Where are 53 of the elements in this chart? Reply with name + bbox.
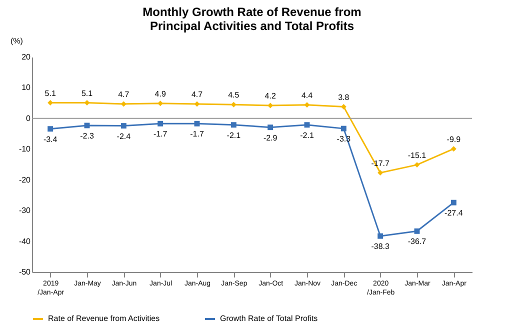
data-label: 5.1: [44, 88, 56, 98]
point: [230, 122, 236, 128]
data-label: -3.4: [43, 134, 58, 144]
point: [450, 200, 456, 206]
data-label: -1.7: [153, 130, 168, 139]
data-label: 5.1: [81, 88, 94, 98]
data-label: 4.2: [264, 92, 276, 101]
y-tick-label: -30: [18, 206, 32, 216]
y-tick-label: -40: [18, 236, 32, 246]
data-label: -2.4: [116, 132, 132, 141]
data-label: 4.7: [191, 90, 204, 99]
legend-label: Rate of Revenue from Activities: [48, 314, 160, 323]
data-label: 4.9: [154, 89, 166, 98]
y-tick-label: -20: [18, 175, 32, 184]
chart-title: Monthly Growth Rate of Revenue from Principal Activities and Total Profits: [142, 5, 362, 33]
data-label: 4.5: [228, 90, 240, 100]
point: [378, 170, 384, 176]
point: [158, 120, 164, 126]
point: [194, 120, 200, 126]
data-label: 4.7: [118, 90, 130, 99]
data-label: -2.1: [226, 130, 242, 140]
y-tick-label: 10: [22, 83, 32, 92]
y-tick-label: -10: [18, 144, 32, 154]
point: [48, 126, 54, 132]
y-tick-label: 0: [26, 114, 32, 123]
point: [230, 102, 236, 108]
point: [450, 146, 456, 152]
data-label: -15.1: [408, 150, 427, 160]
point: [340, 104, 346, 110]
y-tick-label: -50: [18, 268, 32, 276]
data-label: -27.4: [444, 208, 464, 218]
point: [120, 123, 126, 129]
legend-label: Growth Rate of Total Profits: [220, 314, 318, 323]
data-label: -2.3: [80, 131, 94, 140]
point: [414, 228, 420, 234]
point: [340, 126, 346, 132]
point: [194, 101, 200, 107]
data-label: 3.8: [338, 92, 350, 102]
data-label: -38.3: [371, 242, 390, 252]
data-label: -1.7: [190, 130, 204, 139]
point: [158, 100, 164, 106]
point: [414, 162, 420, 168]
point: [268, 124, 274, 130]
point: [378, 233, 384, 239]
data-label: 4.4: [301, 90, 314, 100]
data-label: -2.9: [263, 133, 278, 142]
data-label: -36.7: [408, 237, 427, 246]
y-tick-label: 20: [22, 52, 32, 62]
point: [304, 102, 310, 108]
data-label: -9.9: [446, 134, 462, 144]
data-label: -2.1: [300, 130, 314, 140]
point: [304, 122, 310, 128]
y-axis-title: (%): [10, 36, 24, 46]
